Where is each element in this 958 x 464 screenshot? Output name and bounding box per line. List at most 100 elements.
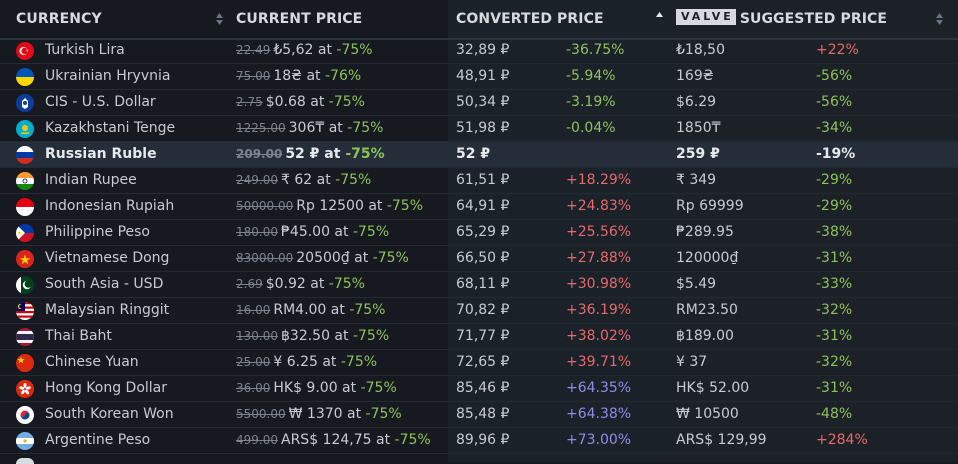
currency-name: Indonesian Rupiah [45,198,175,214]
table-row[interactable]: Thai Baht 130.00 ฿32.50 at -75% 71,77 ₽ +38.… [0,324,958,350]
table-header: CURRENCY CURRENT PRICE CONVERTED PRICE V… [0,0,958,40]
currency-name: Turkish Lira [45,42,125,58]
original-price: 209.00 [236,147,283,161]
sort-ascending-icon[interactable] [655,10,664,28]
suggested-price-difference: -32% [816,354,853,370]
current-price: 75.00 18₴ at -76% [236,64,361,90]
suggested-price-difference: -29% [816,198,853,214]
table-row[interactable]: Argentine Peso 499.00 ARS$ 124,75 at -75% 8… [0,428,958,454]
table-row[interactable]: Indian Rupee 249.00 ₹ 62 at -75% 61,51 ₽ +18… [0,168,958,194]
original-price: 130.00 [236,329,278,343]
suggested-price-difference: -29% [816,172,853,188]
table-row[interactable]: Kazakhstani Tenge 1225.00 306₸ at -75% 51,9… [0,116,958,142]
suggested-price-difference: +284% [816,432,868,448]
discounted-price: ฿32.50 at [281,328,349,344]
thailand-flag-icon [16,328,34,346]
suggested-price: 120000₫ [676,250,739,266]
converted-price-difference: -36.75% [566,42,625,58]
table-row[interactable]: Ukrainian Hryvnia 75.00 18₴ at -76% 48,91 ₽… [0,64,958,90]
kazakhstan-flag-icon [16,120,34,138]
converted-price-difference: +64.38% [566,406,632,422]
suggested-price: ₩ 10500 [676,406,739,422]
suggested-price: 169₴ [676,68,714,84]
suggested-price: $5.49 [676,276,717,292]
table-row[interactable]: Vietnamese Dong 83000.00 20500₫ at -75% 66,… [0,246,958,272]
suggested-price: ₱289.95 [676,224,734,240]
original-price: 2.75 [236,95,263,109]
suggested-price: $6.29 [676,94,717,110]
original-price: 1225.00 [236,121,286,135]
suggested-price-difference: -33% [816,276,853,292]
suggested-price-column-header[interactable]: VALVE SUGGESTED PRICE [676,0,887,38]
suggested-price: 1850₸ [676,120,721,136]
table-row[interactable]: Malaysian Ringgit 16.00 RM4.00 at -75% 70,8… [0,298,958,324]
table-row[interactable]: Russian Ruble 209.00 52 ₽ at -75% 52 ₽ 259 ₽… [0,142,958,168]
converted-price: 52 ₽ [456,146,491,162]
currency-name: Vietnamese Dong [45,250,170,266]
ukraine-flag-icon [16,68,34,86]
table-row[interactable]: Hong Kong Dollar 36.00 HK$ 9.00 at -75% 85,… [0,376,958,402]
converted-price-difference: +64.35% [566,380,632,396]
sort-both-icon[interactable] [935,10,944,28]
original-price: 5500.00 [236,407,286,421]
current-price: 5500.00 ₩ 1370 at -75% [236,402,402,428]
discounted-price: ¥ 6.25 at [273,354,337,370]
discounted-price: ₺5,62 at [273,42,332,58]
table-row[interactable]: South Asia - USD 2.69 $0.92 at -75% 68,11 ₽… [0,272,958,298]
suggested-price: 259 ₽ [676,146,720,162]
currency-name: Chinese Yuan [45,354,139,370]
current-price: 22.49 ₺5,62 at -75% [236,38,373,64]
currency-name: Kazakhstani Tenge [45,120,176,136]
discount-percent: -75% [328,94,365,110]
currency-name: Hong Kong Dollar [45,380,168,396]
converted-price-difference: +73.00% [566,432,632,448]
converted-price-difference: +24.83% [566,198,632,214]
current-price-column-header[interactable]: CURRENT PRICE [236,11,363,27]
turkey-flag-icon [16,42,34,60]
discount-percent: -75% [340,354,378,370]
converted-price: 64,91 ₽ [456,198,510,214]
converted-price: 48,91 ₽ [456,68,510,84]
suggested-price: Rp 69999 [676,198,744,214]
current-price: 2.69 $0.92 at -75% [236,272,365,298]
discounted-price: ₱45.00 at [281,224,349,240]
table-row[interactable]: Chinese Yuan 25.00 ¥ 6.25 at -75% 72,65 ₽ +3… [0,350,958,376]
converted-column-background [448,0,667,462]
original-price: 22.49 [236,43,271,57]
suggested-price-difference: -56% [816,68,853,84]
table-row[interactable]: Turkish Lira 22.49 ₺5,62 at -75% 32,89 ₽ -36… [0,38,958,64]
converted-price-difference: -0.04% [566,120,616,136]
original-price: 249.00 [236,173,278,187]
currency-column-header[interactable]: CURRENCY [16,11,102,27]
converted-price-difference: -5.94% [566,68,616,84]
discount-percent: -76% [324,68,362,84]
table-row[interactable]: Indonesian Rupiah 50000.00 Rp 12500 at -75… [0,194,958,220]
converted-price-column-header[interactable]: CONVERTED PRICE [456,11,604,27]
converted-price: 61,51 ₽ [456,172,510,188]
table-row[interactable]: CIS - U.S. Dollar 2.75 $0.68 at -75% 50,34 … [0,90,958,116]
converted-price-difference: +38.02% [566,328,632,344]
china-flag-icon [16,354,34,372]
converted-price: 71,77 ₽ [456,328,510,344]
discounted-price: 52 ₽ at [285,146,341,162]
russia-flag-icon [16,146,34,164]
suggested-price-difference: -34% [816,120,853,136]
discount-percent: -75% [349,302,386,318]
current-price: 180.00 ₱45.00 at -75% [236,220,389,246]
sort-both-icon[interactable] [215,10,224,28]
discount-percent: -75% [394,432,431,448]
suggested-price-difference: -32% [816,302,853,318]
discounted-price: ARS$ 124,75 at [281,432,391,448]
discounted-price: ₹ 62 at [281,172,331,188]
pakistan-flag-icon [16,276,34,294]
converted-price: 85,46 ₽ [456,380,510,396]
valve-logo: VALVE [676,9,736,25]
table-row[interactable]: South Korean Won 5500.00 ₩ 1370 at -75% 85,… [0,402,958,428]
discounted-price: 18₴ at [273,68,321,84]
current-price: 2.75 $0.68 at -75% [236,90,365,116]
original-price: 36.00 [236,381,271,395]
table-row[interactable]: Philippine Peso 180.00 ₱45.00 at -75% 65,29… [0,220,958,246]
southkorea-flag-icon [16,406,34,424]
discounted-price: $0.68 at [265,94,325,110]
converted-price-difference: -3.19% [566,94,616,110]
